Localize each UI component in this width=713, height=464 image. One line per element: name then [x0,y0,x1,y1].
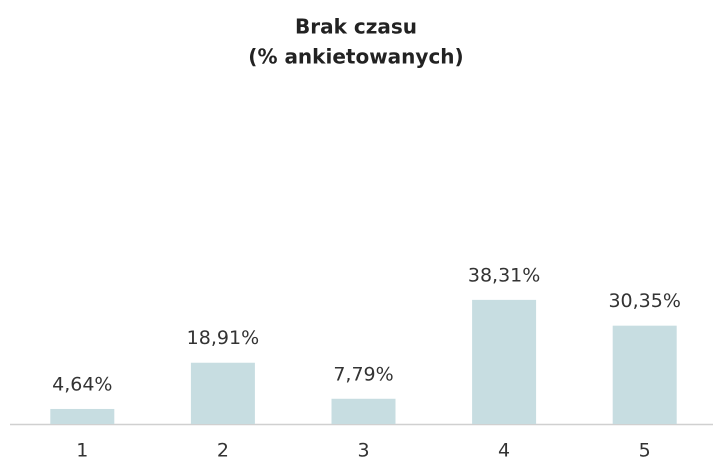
value-label: 7,79% [333,363,393,385]
value-label: 38,31% [468,264,540,286]
x-tick-label: 3 [357,440,369,462]
chart-subtitle: (% ankietowanych) [248,45,463,69]
bar [612,325,677,424]
x-tick-label: 4 [498,440,510,462]
bar [50,408,115,424]
value-label: 4,64% [52,373,112,395]
x-tick-label: 1 [76,440,88,462]
bar [331,398,396,424]
x-tick-label: 2 [217,440,229,462]
bar [472,299,537,424]
x-tick-label: 5 [639,440,651,462]
bar [190,362,255,424]
chart-title: Brak czasu [295,15,417,39]
value-label: 18,91% [187,327,259,349]
value-label: 30,35% [608,290,680,312]
